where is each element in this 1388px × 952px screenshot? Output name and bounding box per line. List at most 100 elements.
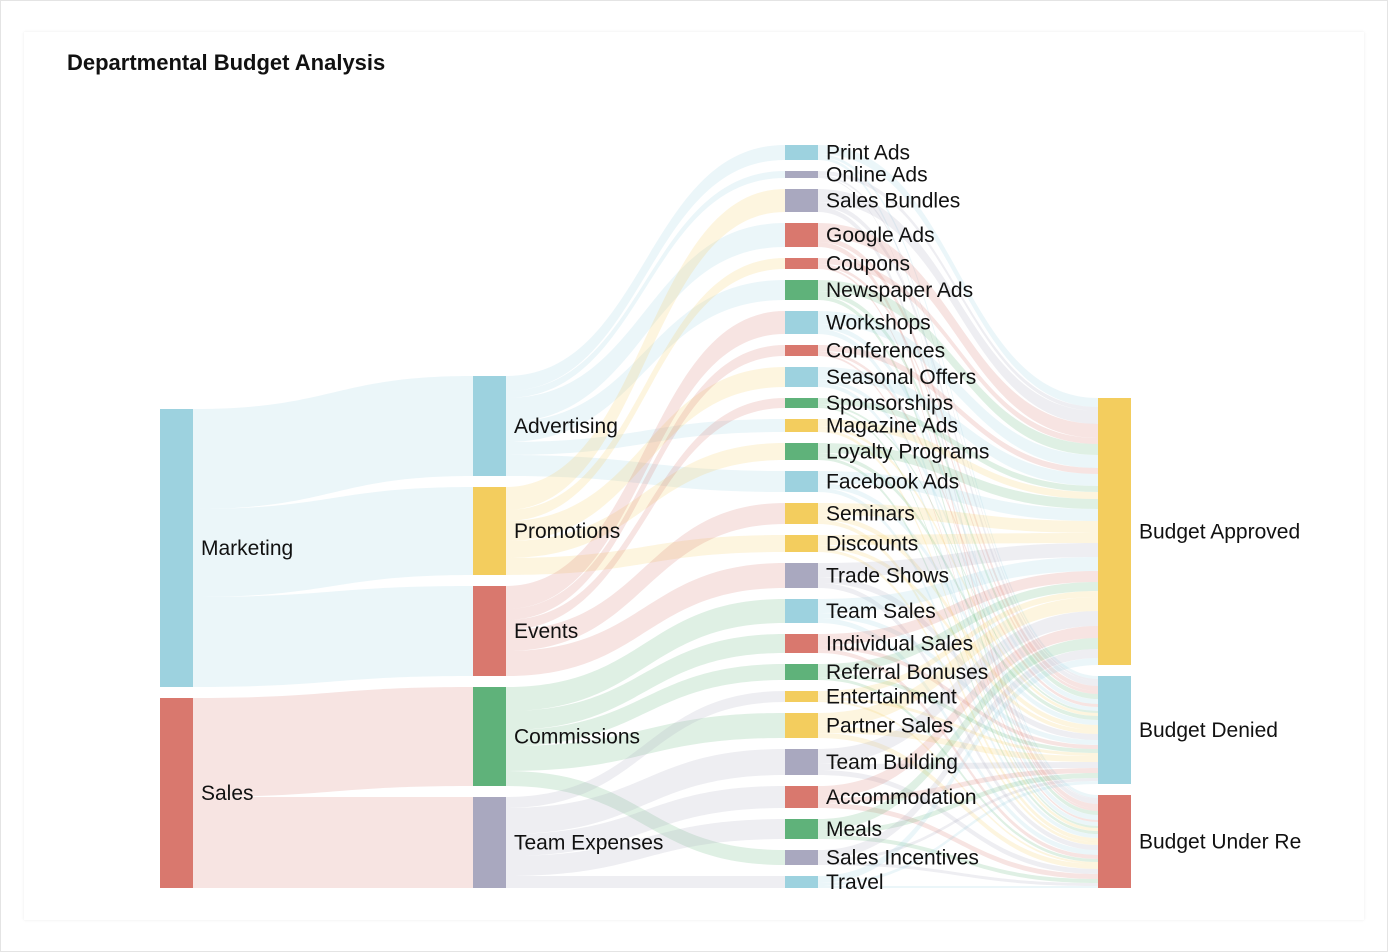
node-coupons[interactable] [785, 258, 818, 269]
link-promotions-to-seasonal-offers[interactable] [506, 367, 785, 541]
link-marketing-to-promotions[interactable] [193, 487, 473, 597]
node-meals[interactable] [785, 819, 818, 839]
link-entertainment-to-budget-denied[interactable] [818, 697, 1098, 756]
link-seasonal-offers-to-budget-denied[interactable] [818, 379, 1098, 711]
node-partner-sales[interactable] [785, 713, 818, 738]
link-events-to-trade-shows[interactable] [506, 563, 785, 676]
link-partner-sales-to-budget-approved[interactable] [818, 597, 1098, 727]
node-team-sales[interactable] [785, 599, 818, 623]
link-google-ads-to-budget-denied[interactable] [818, 237, 1098, 691]
link-loyalty-programs-to-budget-approved[interactable] [818, 443, 1098, 509]
link-travel-to-budget-denied[interactable] [818, 781, 1098, 886]
node-team-building[interactable] [785, 749, 818, 775]
link-newspaper-ads-to-budget-denied[interactable] [818, 291, 1098, 699]
link-accommodation-to-budget-denied[interactable] [818, 768, 1098, 803]
link-commissions-to-partner-sales[interactable] [506, 713, 785, 771]
link-travel-to-budget-under-re[interactable] [818, 886, 1098, 888]
link-sales-bundles-to-budget-approved[interactable] [818, 189, 1098, 424]
link-commissions-to-individual-sales[interactable] [506, 634, 785, 730]
link-workshops-to-budget-approved[interactable] [818, 311, 1098, 468]
link-trade-shows-to-budget-denied[interactable] [818, 577, 1098, 740]
link-individual-sales-to-budget-denied[interactable] [818, 645, 1098, 749]
link-accommodation-to-budget-approved[interactable] [818, 626, 1098, 798]
link-trade-shows-to-budget-approved[interactable] [818, 543, 1098, 577]
link-conferences-to-budget-denied[interactable] [818, 351, 1098, 707]
link-sales-to-team-expenses[interactable] [193, 797, 473, 888]
link-seminars-to-budget-under-re[interactable] [818, 520, 1098, 842]
link-workshops-to-budget-under-re[interactable] [818, 329, 1098, 820]
node-entertainment[interactable] [785, 691, 818, 702]
link-events-to-sponsorships[interactable] [506, 398, 785, 630]
node-google-ads[interactable] [785, 223, 818, 247]
link-facebook-ads-to-budget-under-re[interactable] [818, 488, 1098, 838]
link-entertainment-to-budget-under-re[interactable] [818, 700, 1098, 864]
link-newspaper-ads-to-budget-under-re[interactable] [818, 296, 1098, 815]
node-events[interactable] [473, 586, 506, 676]
link-facebook-ads-to-budget-approved[interactable] [818, 471, 1098, 521]
link-team-building-to-budget-under-re[interactable] [818, 770, 1098, 874]
node-trade-shows[interactable] [785, 563, 818, 588]
node-referral-bonuses[interactable] [785, 664, 818, 680]
node-marketing[interactable] [160, 409, 193, 687]
link-promotions-to-loyalty-programs[interactable] [506, 443, 785, 558]
link-meals-to-budget-approved[interactable] [818, 638, 1098, 830]
link-newspaper-ads-to-budget-approved[interactable] [818, 280, 1098, 455]
link-coupons-to-budget-denied[interactable] [818, 264, 1098, 694]
link-events-to-conferences[interactable] [506, 345, 785, 620]
link-meals-to-budget-under-re[interactable] [818, 835, 1098, 883]
node-print-ads[interactable] [785, 145, 818, 160]
node-budget-approved[interactable] [1098, 398, 1131, 665]
link-conferences-to-budget-approved[interactable] [818, 345, 1098, 474]
link-sponsorships-to-budget-denied[interactable] [818, 404, 1098, 713]
link-accommodation-to-budget-under-re[interactable] [818, 803, 1098, 879]
node-online-ads[interactable] [785, 171, 818, 178]
node-discounts[interactable] [785, 535, 818, 552]
link-promotions-to-sales-bundles[interactable] [506, 189, 785, 510]
link-advertising-to-newspaper-ads[interactable] [506, 280, 785, 442]
node-newspaper-ads[interactable] [785, 280, 818, 300]
node-individual-sales[interactable] [785, 634, 818, 653]
link-discounts-to-budget-under-re[interactable] [818, 549, 1098, 845]
link-team-expenses-to-meals[interactable] [506, 819, 785, 876]
node-accommodation[interactable] [785, 786, 818, 808]
link-google-ads-to-budget-under-re[interactable] [818, 242, 1098, 809]
link-online-ads-to-budget-under-re[interactable] [818, 177, 1098, 799]
node-advertising[interactable] [473, 376, 506, 476]
link-commissions-to-sales-incentives[interactable] [506, 771, 785, 865]
link-referral-bonuses-to-budget-denied[interactable] [818, 673, 1098, 753]
node-team-expenses[interactable] [473, 797, 506, 888]
node-seminars[interactable] [785, 503, 818, 524]
link-online-ads-to-budget-denied[interactable] [818, 175, 1098, 681]
link-magazine-ads-to-budget-under-re[interactable] [818, 429, 1098, 831]
link-promotions-to-discounts[interactable] [506, 535, 785, 575]
link-sales-bundles-to-budget-under-re[interactable] [818, 207, 1098, 804]
link-advertising-to-magazine-ads[interactable] [506, 419, 785, 455]
link-referral-bonuses-to-budget-approved[interactable] [818, 582, 1098, 673]
link-facebook-ads-to-budget-denied[interactable] [818, 483, 1098, 725]
node-loyalty-programs[interactable] [785, 443, 818, 460]
link-team-expenses-to-team-building[interactable] [506, 749, 785, 834]
link-team-sales-to-budget-under-re[interactable] [818, 618, 1098, 855]
link-coupons-to-budget-under-re[interactable] [818, 267, 1098, 811]
link-partner-sales-to-budget-denied[interactable] [818, 727, 1098, 762]
link-marketing-to-advertising[interactable] [193, 376, 473, 509]
node-budget-under-re[interactable] [1098, 795, 1131, 888]
link-sponsorships-to-budget-approved[interactable] [818, 398, 1098, 492]
link-team-expenses-to-entertainment[interactable] [506, 691, 785, 808]
link-meals-to-budget-denied[interactable] [818, 773, 1098, 835]
link-online-ads-to-budget-approved[interactable] [818, 171, 1098, 411]
node-facebook-ads[interactable] [785, 471, 818, 492]
link-sales-bundles-to-budget-denied[interactable] [818, 202, 1098, 686]
node-sales-incentives[interactable] [785, 850, 818, 865]
link-advertising-to-print-ads[interactable] [506, 145, 785, 391]
link-seasonal-offers-to-budget-approved[interactable] [818, 367, 1098, 486]
link-conferences-to-budget-under-re[interactable] [818, 354, 1098, 822]
link-events-to-workshops[interactable] [506, 311, 785, 609]
link-sales-incentives-to-budget-under-re[interactable] [818, 862, 1098, 886]
link-print-ads-to-budget-approved[interactable] [818, 145, 1098, 407]
link-seminars-to-budget-denied[interactable] [818, 515, 1098, 730]
link-magazine-ads-to-budget-approved[interactable] [818, 419, 1098, 499]
link-advertising-to-online-ads[interactable] [506, 171, 785, 398]
link-commissions-to-referral-bonuses[interactable] [506, 664, 785, 746]
link-travel-to-budget-approved[interactable] [818, 658, 1098, 883]
